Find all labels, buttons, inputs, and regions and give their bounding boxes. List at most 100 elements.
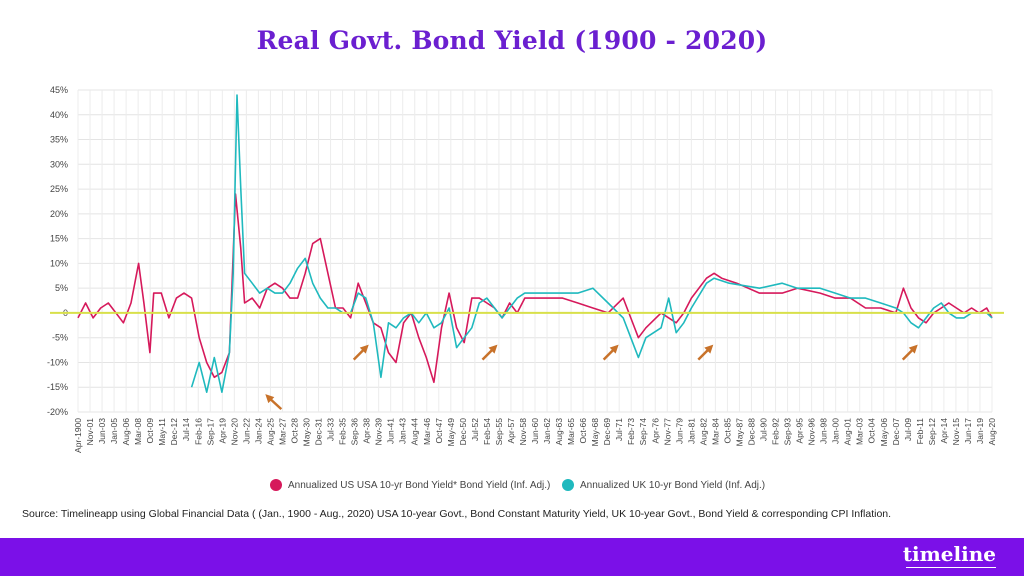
y-tick-label: 5% xyxy=(55,283,68,293)
y-tick-label: -15% xyxy=(47,382,68,392)
x-tick-label: Jan-24 xyxy=(253,418,263,444)
x-tick-label: Oct-66 xyxy=(578,418,588,444)
x-tick-label: Oct-85 xyxy=(722,418,732,444)
y-tick-label: 15% xyxy=(50,234,68,244)
x-tick-label: Jul-33 xyxy=(326,418,336,441)
annotation-arrow xyxy=(265,394,283,411)
x-tick-label: Jan-43 xyxy=(398,418,408,444)
us-yield-line xyxy=(77,193,993,384)
x-tick-label: Feb-92 xyxy=(771,418,781,445)
x-tick-label: Apr-1900 xyxy=(73,418,83,453)
x-tick-label: May-87 xyxy=(734,418,744,447)
x-tick-label: Aug-82 xyxy=(698,418,708,446)
x-tick-label: Jun-03 xyxy=(97,418,107,444)
x-tick-label: Jan-05 xyxy=(109,418,119,444)
x-tick-label: Aug-01 xyxy=(843,418,853,446)
chart-title: Real Govt. Bond Yield (1900 - 2020) xyxy=(256,26,768,55)
legend-label-us: Annualized US USA 10-yr Bond Yield* Bond… xyxy=(288,479,551,491)
x-tick-label: Aug-20 xyxy=(987,418,997,446)
x-tick-label: Jun-17 xyxy=(963,418,973,444)
annotation-arrow xyxy=(481,344,498,361)
x-tick-label: Aug-06 xyxy=(121,418,131,446)
x-tick-label: Sep-93 xyxy=(783,418,793,446)
x-tick-label: May-49 xyxy=(446,418,456,447)
y-tick-label: -20% xyxy=(47,407,68,417)
legend-marker-us xyxy=(270,479,282,491)
x-tick-label: Oct-28 xyxy=(289,418,299,444)
x-tick-label: Dec-07 xyxy=(891,418,901,446)
uk-yield-line xyxy=(190,94,993,393)
x-tick-label: Aug-44 xyxy=(410,418,420,446)
y-tick-label: 35% xyxy=(50,135,68,145)
bond-yield-chart: 45%40%35%30%25%20%15%10%5%0-5%-10%-15%-2… xyxy=(47,85,1004,453)
y-tick-label: 30% xyxy=(50,159,68,169)
annotation-arrow xyxy=(901,344,918,361)
x-tick-label: Feb-54 xyxy=(482,418,492,445)
x-tick-label: Mar-46 xyxy=(422,418,432,445)
x-tick-label: Jun-98 xyxy=(819,418,829,444)
x-tick-label: Dec-69 xyxy=(602,418,612,446)
y-tick-label: 10% xyxy=(50,258,68,268)
y-tick-label: 25% xyxy=(50,184,68,194)
x-tick-label: Nov-77 xyxy=(662,418,672,446)
x-tick-label: Feb-16 xyxy=(193,418,203,445)
legend-marker-uk xyxy=(562,479,574,491)
x-tick-label: Nov-15 xyxy=(951,418,961,446)
x-tick-label: Aug-25 xyxy=(265,418,275,446)
x-tick-label: Dec-50 xyxy=(458,418,468,446)
x-tick-label: Dec-88 xyxy=(746,418,756,446)
y-tick-label: 20% xyxy=(50,209,68,219)
x-tick-label: Mar-08 xyxy=(133,418,143,445)
x-tick-label: Apr-38 xyxy=(362,418,372,444)
x-tick-label: Dec-12 xyxy=(169,418,179,446)
x-tick-label: Nov-01 xyxy=(85,418,95,446)
footer-bar: timeline xyxy=(0,538,1024,576)
x-tick-label: Apr-14 xyxy=(939,418,949,444)
x-tick-label: Sep-36 xyxy=(350,418,360,446)
annotation-arrow xyxy=(697,344,714,361)
annotation-arrow xyxy=(602,344,619,361)
x-tick-label: Jan-19 xyxy=(975,418,985,444)
x-tick-label: Jun-60 xyxy=(530,418,540,444)
x-tick-label: May-30 xyxy=(302,418,312,447)
x-tick-label: Nov-39 xyxy=(374,418,384,446)
brand-underline xyxy=(906,567,996,568)
x-tick-label: Mar-27 xyxy=(277,418,287,445)
x-tick-label: Nov-20 xyxy=(229,418,239,446)
x-tick-label: Sep-74 xyxy=(638,418,648,446)
x-tick-label: May-06 xyxy=(879,418,889,447)
x-tick-label: Mar-65 xyxy=(566,418,576,445)
x-tick-label: Jul-09 xyxy=(903,418,913,441)
x-tick-label: May-68 xyxy=(590,418,600,447)
x-tick-label: Feb-35 xyxy=(338,418,348,445)
x-tick-label: Dec-31 xyxy=(314,418,324,446)
x-tick-label: May-11 xyxy=(157,418,167,446)
x-tick-label: Oct-09 xyxy=(145,418,155,444)
y-tick-label: -5% xyxy=(52,333,68,343)
legend-item-us: Annualized US USA 10-yr Bond Yield* Bond… xyxy=(270,479,550,491)
x-tick-label: Apr-76 xyxy=(650,418,660,444)
x-tick-label: Jun-22 xyxy=(241,418,251,444)
x-tick-label: Nov-58 xyxy=(518,418,528,446)
brand-logo[interactable]: timeline xyxy=(902,542,996,566)
x-tick-label: Sep-17 xyxy=(205,418,215,446)
x-tick-label: Apr-95 xyxy=(795,418,805,444)
source-note: Source: Timelineapp using Global Financi… xyxy=(22,508,892,520)
x-tick-label: Feb-11 xyxy=(915,418,925,445)
x-tick-label: Oct-47 xyxy=(434,418,444,444)
annotation-arrow xyxy=(352,344,369,361)
x-tick-label: Aug-63 xyxy=(554,418,564,446)
x-tick-label: Sep-55 xyxy=(494,418,504,446)
x-tick-label: Feb-73 xyxy=(626,418,636,445)
y-tick-label: 45% xyxy=(50,85,68,95)
x-tick-label: Apr-19 xyxy=(217,418,227,444)
x-tick-label: Apr-57 xyxy=(506,418,516,444)
x-tick-label: Jul-14 xyxy=(181,418,191,441)
x-tick-label: Oct-04 xyxy=(867,418,877,444)
x-tick-label: Jun-79 xyxy=(674,418,684,444)
y-tick-label: 40% xyxy=(50,110,68,120)
x-tick-label: Jul-52 xyxy=(470,418,480,441)
x-tick-label: Jan-81 xyxy=(686,418,696,444)
x-tick-label: Sep-12 xyxy=(927,418,937,446)
x-tick-label: Mar-84 xyxy=(710,418,720,445)
